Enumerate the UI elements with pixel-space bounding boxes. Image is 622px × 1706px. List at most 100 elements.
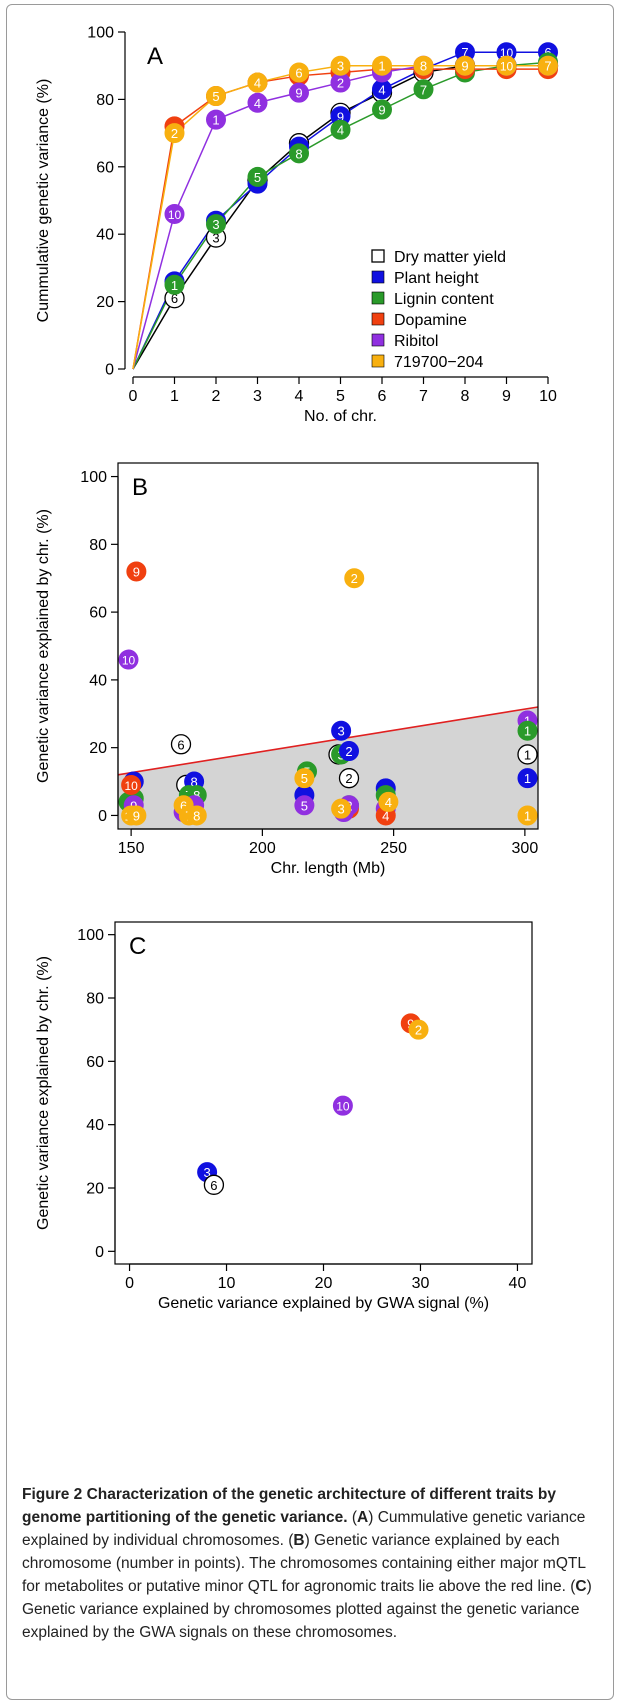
data-point	[247, 166, 268, 187]
panel-label: C	[129, 933, 146, 960]
y-tick-label: 20	[86, 1181, 104, 1198]
x-tick-label: 5	[336, 388, 345, 405]
y-tick-label: 60	[86, 1054, 104, 1071]
data-point	[164, 123, 185, 144]
data-point-label: 1	[212, 113, 219, 128]
data-point-label: 6	[171, 291, 178, 306]
data-point-label: 5	[254, 170, 261, 185]
y-tick-label: 40	[96, 227, 114, 244]
data-point	[294, 768, 315, 789]
data-point	[294, 795, 315, 816]
data-point-label: 3	[337, 59, 344, 74]
data-point-label: 8	[191, 775, 198, 790]
legend-label: Plant height	[394, 270, 479, 287]
data-point-label: 9	[130, 798, 137, 813]
data-point	[206, 86, 226, 107]
y-tick-label: 60	[89, 605, 107, 622]
data-point-label: 2	[337, 76, 344, 91]
caption-body-3: ) Genetic variance explained by each chr…	[22, 1532, 586, 1595]
data-point-label: 8	[295, 146, 302, 161]
x-axis-label: No. of chr.	[304, 408, 377, 425]
y-tick-label: 0	[98, 808, 107, 825]
x-tick-label: 250	[380, 840, 407, 857]
x-tick-label: 7	[419, 388, 428, 405]
x-tick-label: 1	[170, 388, 179, 405]
y-tick-label: 80	[96, 92, 114, 109]
data-point	[121, 774, 142, 795]
figure-frame	[6, 4, 614, 1700]
y-tick-label: 100	[77, 927, 104, 944]
data-point-label: 10	[122, 654, 136, 668]
data-point-label: 9	[378, 103, 385, 118]
data-point-label: 4	[337, 123, 344, 138]
data-point-label: 6	[295, 65, 302, 80]
series-line-plant-height	[132, 51, 548, 370]
data-point	[517, 805, 538, 826]
x-tick-label: 3	[253, 388, 262, 405]
data-point	[455, 55, 475, 76]
data-point-label: 4	[382, 808, 389, 823]
data-point-label: 5	[301, 798, 308, 813]
data-point-label: 3	[338, 802, 345, 817]
caption-body-1: (	[351, 1509, 358, 1526]
panel-a: 0 20 40 60 80 100 0 1 2 3 4 5 6 7 8 9 10 No. of chr. Cummu…	[35, 25, 559, 425]
data-point	[413, 79, 434, 100]
data-point-label: 7	[544, 59, 551, 74]
x-tick-label: 2	[212, 388, 221, 405]
legend-label: Lignin content	[394, 291, 494, 308]
x-tick-label: 0	[125, 1275, 134, 1292]
reference-line	[117, 706, 539, 776]
plot-frame	[114, 921, 533, 1265]
legend-swatch	[371, 270, 385, 284]
y-tick-label: 80	[89, 537, 107, 554]
legend-swatch	[371, 354, 385, 368]
data-point	[344, 568, 365, 589]
data-point	[413, 55, 434, 76]
data-point-label: 4	[385, 795, 392, 810]
data-point-label: 6	[177, 737, 184, 752]
data-point-label: 4	[378, 82, 385, 97]
legend-label: Ribitol	[394, 333, 438, 350]
data-point	[247, 72, 268, 93]
x-tick-label: 40	[509, 1275, 527, 1292]
data-point-label: 7	[461, 45, 468, 60]
x-tick-label: 9	[502, 388, 511, 405]
data-point	[206, 109, 226, 130]
data-point-label: 10	[168, 208, 182, 222]
data-point	[118, 649, 139, 670]
data-point	[331, 720, 352, 741]
x-tick-label: 20	[315, 1275, 333, 1292]
data-point-label: 2	[351, 571, 358, 586]
data-point-label: 2	[415, 1023, 422, 1038]
panel-label: A	[147, 43, 163, 70]
caption-body-4: ) Genetic variance explained by chromoso…	[22, 1578, 592, 1641]
shaded-region	[118, 707, 538, 829]
caption-title: Figure 2 Characterization of the genetic…	[22, 1486, 556, 1526]
data-point	[289, 143, 309, 164]
data-point	[164, 203, 185, 224]
data-point	[203, 1174, 225, 1195]
panel-c: 0 20 40 60 80 100 0 10 20 30 40 Genetic variance ex…	[35, 921, 533, 1312]
x-tick-label: 300	[512, 840, 539, 857]
data-point-label: 9	[337, 109, 344, 124]
data-point-label: 3	[212, 217, 219, 232]
data-point	[126, 561, 147, 582]
x-tick-label: 4	[295, 388, 304, 405]
x-tick-label: 30	[412, 1275, 430, 1292]
data-point	[247, 92, 268, 113]
data-point-label: 4	[254, 96, 261, 111]
data-point-label: 9	[133, 564, 140, 579]
data-point	[330, 55, 351, 76]
x-tick-label: 10	[218, 1275, 236, 1292]
data-point-label: 6	[180, 798, 187, 813]
data-point-label: 8	[193, 788, 200, 803]
caption-ref-a: A	[357, 1509, 369, 1526]
data-point-label: 3	[338, 724, 345, 739]
y-tick-label: 40	[89, 672, 107, 689]
x-tick-label: 0	[129, 388, 138, 405]
x-tick-label: 8	[461, 388, 470, 405]
data-point-label: 5	[212, 89, 219, 104]
data-point-label: 8	[420, 59, 427, 74]
data-point	[339, 741, 359, 762]
y-axis-label: Genetic variance explained by chr. (%)	[35, 509, 52, 783]
